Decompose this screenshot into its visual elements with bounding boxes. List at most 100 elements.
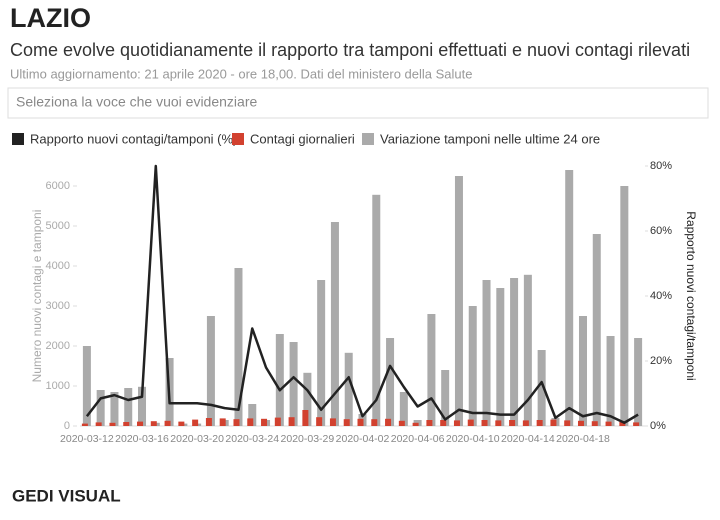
y-tick-label: 4000 xyxy=(46,260,70,272)
bar xyxy=(357,418,364,426)
legend-swatch xyxy=(12,133,24,145)
bar xyxy=(344,352,353,426)
x-tick-label: 2020-04-10 xyxy=(446,433,500,445)
bar xyxy=(206,316,215,426)
bar xyxy=(412,422,419,426)
bar xyxy=(496,288,505,426)
legend-label: Variazione tamponi nelle ultime 24 ore xyxy=(380,131,600,146)
bar xyxy=(398,420,405,426)
bar xyxy=(205,418,212,426)
bar xyxy=(289,342,298,426)
bar xyxy=(592,234,601,426)
bar xyxy=(96,390,105,426)
dropdown-placeholder[interactable]: Seleziona la voce che vuoi evidenziare xyxy=(16,94,257,110)
bar xyxy=(605,421,612,426)
update-note: Ultimo aggiornamento: 21 aprile 2020 - o… xyxy=(10,66,472,81)
bar xyxy=(164,420,171,426)
bar xyxy=(565,170,574,426)
bar xyxy=(509,420,516,426)
bar xyxy=(634,338,643,426)
bar xyxy=(523,274,532,426)
bar xyxy=(426,420,433,426)
bar xyxy=(481,420,488,426)
x-tick-label: 2020-04-06 xyxy=(391,433,445,445)
bar xyxy=(138,386,147,426)
x-tick-label: 2020-03-20 xyxy=(170,433,224,445)
bar xyxy=(219,418,226,426)
y2-tick-label: 40% xyxy=(650,290,672,302)
y2-tick-label: 0% xyxy=(650,420,666,432)
bar xyxy=(453,420,460,426)
x-tick-label: 2020-04-18 xyxy=(556,433,610,445)
bar xyxy=(427,314,436,426)
bar xyxy=(620,186,629,426)
bar xyxy=(440,420,447,426)
bar xyxy=(330,222,339,426)
bar xyxy=(510,278,519,426)
bar xyxy=(537,350,546,426)
bar xyxy=(343,419,350,426)
bar xyxy=(261,418,268,426)
y2-tick-label: 80% xyxy=(650,160,672,172)
bar xyxy=(316,417,323,426)
bar xyxy=(274,417,281,426)
bar xyxy=(482,280,491,426)
bar xyxy=(82,346,91,426)
bar xyxy=(124,388,133,426)
bar xyxy=(399,392,408,426)
bar xyxy=(371,419,378,426)
bar xyxy=(385,418,392,426)
y-tick-label: 3000 xyxy=(46,300,70,312)
y-tick-label: 0 xyxy=(64,420,70,432)
x-tick-label: 2020-03-29 xyxy=(281,433,335,445)
bar xyxy=(234,268,243,426)
bar xyxy=(178,421,185,426)
line xyxy=(85,164,639,424)
bar xyxy=(577,420,584,426)
y-tick-label: 6000 xyxy=(46,180,70,192)
x-tick-label: 2020-04-14 xyxy=(501,433,555,445)
legend-label: Contagi giornalieri xyxy=(250,131,355,146)
logo: GEDI VISUAL xyxy=(12,486,121,505)
y-tick-label: 2000 xyxy=(46,340,70,352)
bar xyxy=(123,422,130,426)
x-tick-label: 2020-03-12 xyxy=(60,433,114,445)
x-tick-label: 2020-03-24 xyxy=(225,433,279,445)
x-tick-label: 2020-04-02 xyxy=(336,433,390,445)
bar xyxy=(633,422,640,426)
y2-tick-label: 20% xyxy=(650,355,672,367)
bar xyxy=(495,420,502,426)
bar xyxy=(248,404,257,426)
bar xyxy=(192,419,199,426)
bar xyxy=(550,419,557,426)
bar xyxy=(81,423,88,426)
bar xyxy=(95,422,102,426)
bar xyxy=(467,419,474,426)
bar xyxy=(110,392,119,426)
bar xyxy=(288,417,295,426)
y-tick-label: 1000 xyxy=(46,380,70,392)
bar xyxy=(619,422,626,426)
bar xyxy=(386,338,395,426)
legend-swatch xyxy=(232,133,244,145)
bar xyxy=(275,334,284,426)
title: LAZIO xyxy=(10,3,91,33)
bar xyxy=(564,420,571,426)
y2-tick-label: 60% xyxy=(650,225,672,237)
bar xyxy=(247,418,254,426)
bar xyxy=(522,420,529,426)
bar xyxy=(233,419,240,426)
bar xyxy=(441,370,450,426)
legend-swatch xyxy=(362,133,374,145)
dropdown[interactable] xyxy=(7,87,709,119)
bar xyxy=(454,176,463,426)
y-tick-label: 5000 xyxy=(46,220,70,232)
subtitle: Come evolve quotidianamente il rapporto … xyxy=(10,40,690,60)
y-axis-title: Numero nuovi contagi e tamponi xyxy=(30,210,44,383)
bar xyxy=(591,421,598,426)
y2-axis-title: Rapporto nuovi contagi/tamponi xyxy=(684,211,698,380)
bar xyxy=(372,194,381,426)
bar xyxy=(109,422,116,426)
bar xyxy=(468,306,477,426)
bar xyxy=(303,372,312,426)
